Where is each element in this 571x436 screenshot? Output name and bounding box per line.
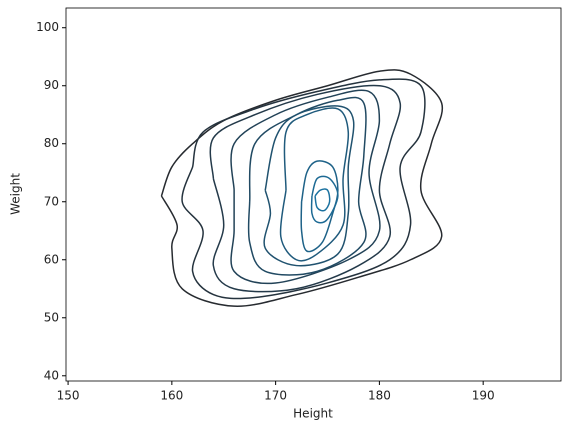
y-tick-label: 60 — [44, 252, 59, 266]
contour-line — [279, 107, 350, 262]
plot-frame — [65, 7, 562, 382]
x-tick-label: 180 — [368, 389, 391, 403]
contour-line — [230, 89, 381, 285]
y-tick-label: 100 — [36, 20, 59, 34]
contour-line — [181, 78, 426, 300]
y-tick-label: 50 — [44, 310, 59, 324]
contour-line — [310, 175, 339, 224]
x-tick-label: 190 — [472, 389, 495, 403]
x-axis-label: Height — [293, 407, 333, 421]
contour-line — [209, 84, 402, 293]
contour-line — [314, 188, 331, 212]
y-tick-label: 40 — [44, 368, 59, 382]
y-tick-label: 70 — [44, 194, 59, 208]
y-tick-label: 90 — [44, 78, 59, 92]
y-tick-label: 80 — [44, 136, 59, 150]
contour-line — [300, 160, 339, 253]
x-tick-label: 160 — [160, 389, 183, 403]
contour-line — [263, 105, 355, 267]
y-axis-label: Weight — [9, 173, 23, 215]
x-tick-label: 150 — [57, 389, 80, 403]
x-tick-label: 170 — [264, 389, 287, 403]
